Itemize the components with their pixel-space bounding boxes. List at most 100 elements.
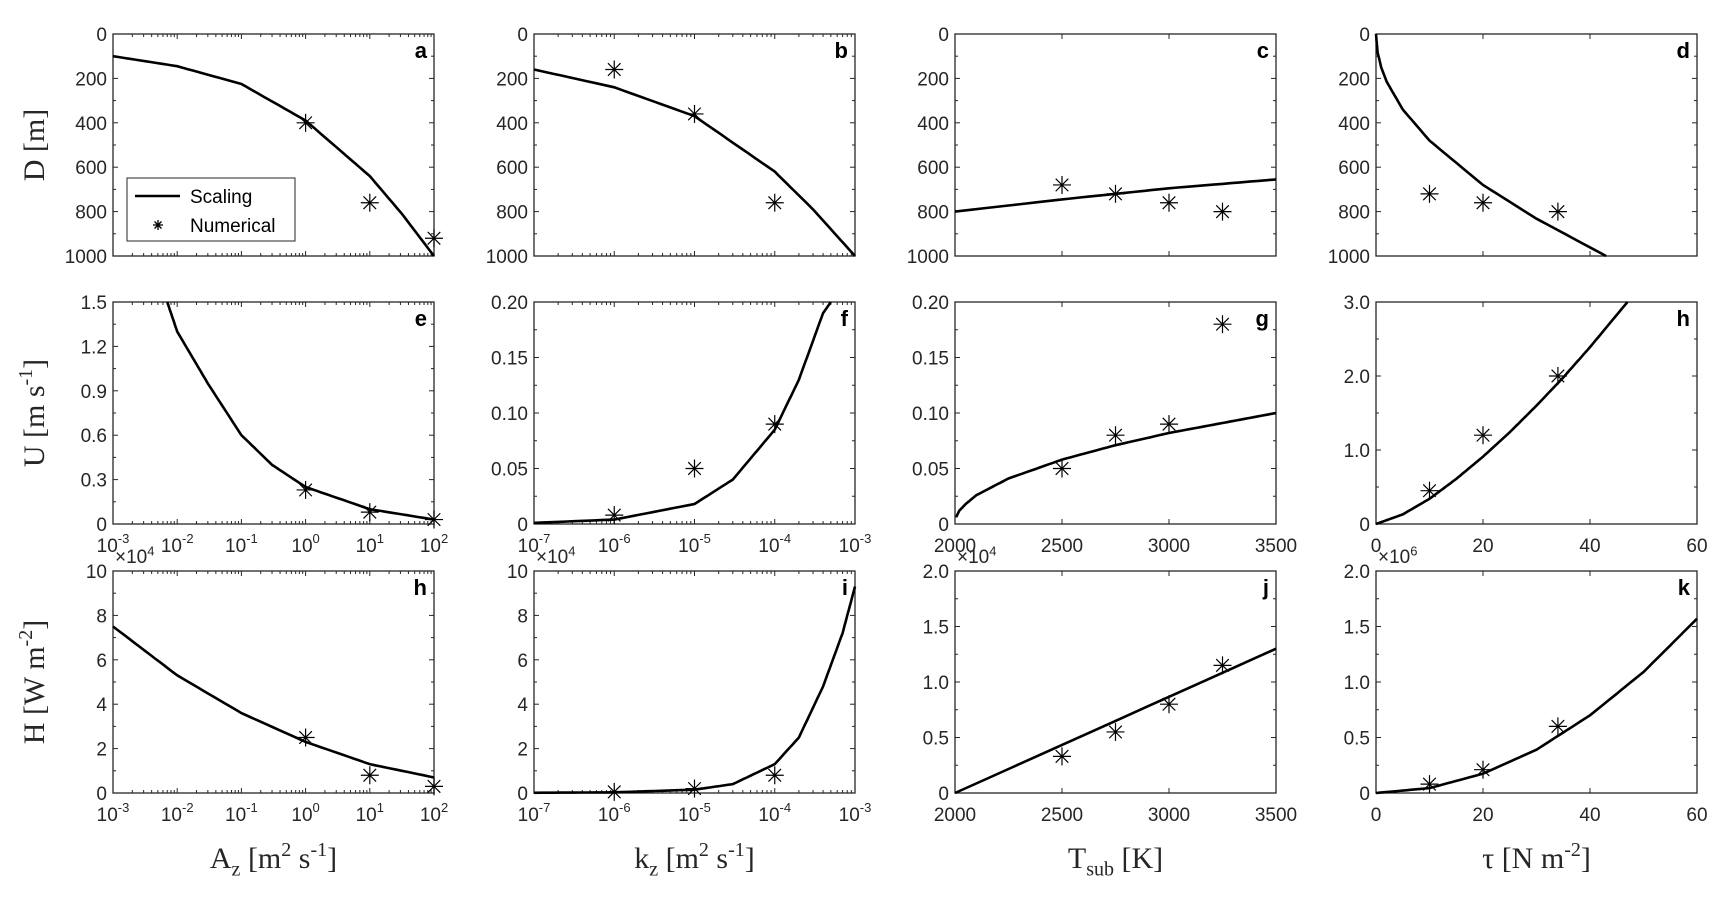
y-tick-label: 0 xyxy=(96,515,107,536)
numerical-point xyxy=(1420,184,1439,203)
x-tick-label: 10-3 xyxy=(97,800,130,826)
x-tick-label: 10-3 xyxy=(97,531,130,557)
numerical-point xyxy=(1053,175,1071,194)
x-tick-label: 3500 xyxy=(1255,536,1297,557)
y-tick-label: 0 xyxy=(517,25,528,46)
scaling-curve xyxy=(533,301,832,525)
numerical-point xyxy=(765,193,784,212)
y-tick-label: 800 xyxy=(496,203,528,224)
x-tick-label: 10-3 xyxy=(839,531,872,557)
scaling-curve xyxy=(954,411,1277,518)
y-tick-label: 4 xyxy=(517,695,528,716)
numerical-point xyxy=(685,104,704,123)
panel-e: 10-3 10-2 10-1 100 101 102 0 0.3 0.6 0.9 1.2 1.5 e xyxy=(81,293,449,557)
legend-numerical: Numerical xyxy=(190,216,276,237)
y-tick-label: 8 xyxy=(517,606,528,627)
panel-b: 0 200 400 600 800 1000 b xyxy=(486,25,856,268)
panel-h: 0 20 40 60 0 1.0 2.0 3.0 h xyxy=(1344,293,1708,557)
x-tick-label: 10-4 xyxy=(758,800,791,826)
x-tick-label: 10-2 xyxy=(161,800,194,826)
y-tick-label: 1.5 xyxy=(923,618,949,639)
numerical-point xyxy=(425,777,443,796)
panel-letter: f xyxy=(841,306,849,331)
panel-letter: h xyxy=(1677,306,1690,331)
y-axis-title: H [W m-2​] xyxy=(15,620,51,744)
y-multiplier: ×106​ xyxy=(1378,543,1417,568)
y-tick-label: 400 xyxy=(496,114,528,135)
x-tick-label: 10-7 xyxy=(518,531,551,557)
y-tick-label: 0 xyxy=(96,784,107,805)
panel-d: 0 200 400 600 800 1000 d xyxy=(1328,25,1698,268)
y-tick-label: 0.05 xyxy=(912,460,949,481)
y-tick-label: 3.0 xyxy=(1344,293,1370,314)
x-tick-label: 3000 xyxy=(1148,805,1190,826)
scaling-curve xyxy=(533,586,857,795)
numerical-point xyxy=(605,782,624,801)
y-tick-label: 0.15 xyxy=(912,349,949,370)
panel-k: 0 20 40 60 0 0.5 1.0 1.5 2.0 ×106​ k xyxy=(1344,543,1708,826)
y-tick-label: 0.10 xyxy=(491,404,528,425)
x-tick-label: 10-7 xyxy=(518,800,551,826)
y-tick-label: 0 xyxy=(517,515,528,536)
y-tick-label: 2 xyxy=(517,740,528,761)
x-tick-label: 10-3 xyxy=(839,800,872,826)
y-multiplier: ×104​ xyxy=(115,543,154,568)
y-tick-label: 0.5 xyxy=(1344,729,1370,750)
axes-box xyxy=(1375,570,1698,794)
numerical-point xyxy=(1160,193,1178,212)
y-tick-label: 0.20 xyxy=(912,293,949,314)
numerical-point xyxy=(360,193,379,212)
x-tick-label: 0 xyxy=(1371,805,1382,826)
panel-j: 2000 2500 3000 3500 0 0.5 1.0 1.5 2.0 ×104​ j xyxy=(923,543,1298,826)
numerical-point xyxy=(685,459,704,478)
y-tick-label: 600 xyxy=(496,158,528,179)
numerical-point xyxy=(1160,415,1178,434)
y-multiplier: ×104​ xyxy=(536,543,575,568)
numerical-point xyxy=(765,766,784,785)
y-tick-label: 1.5 xyxy=(81,293,107,314)
y-tick-label: 800 xyxy=(75,203,107,224)
y-tick-label: 600 xyxy=(1338,158,1370,179)
x-axis-title: Tsub​ [K] xyxy=(1068,842,1163,881)
x-tick-label: 102 xyxy=(420,800,448,826)
y-tick-label: 200 xyxy=(75,69,107,90)
y-tick-label: 2.0 xyxy=(923,562,949,583)
axes-box xyxy=(533,570,856,794)
x-tick-label: 10-4 xyxy=(758,531,791,557)
y-tick-label: 8 xyxy=(96,606,107,627)
x-tick-label: 2000 xyxy=(934,536,976,557)
x-tick-label: 60 xyxy=(1686,536,1707,557)
x-tick-label: 2500 xyxy=(1041,536,1083,557)
numerical-point xyxy=(1213,315,1232,334)
x-tick-label: 2500 xyxy=(1041,805,1083,826)
panel-h: 10-3 10-2 10-1 100 101 102 0 2 4 6 8 10 ×104​ h xyxy=(86,543,448,826)
x-tick-label: 100 xyxy=(291,531,319,557)
y-tick-label: 0 xyxy=(1359,784,1370,805)
y-tick-label: 0 xyxy=(938,784,949,805)
y-tick-label: 0 xyxy=(96,25,107,46)
x-tick-label: 20 xyxy=(1472,536,1493,557)
x-tick-label: 40 xyxy=(1579,536,1600,557)
numerical-point xyxy=(1213,202,1232,221)
numerical-point xyxy=(1106,426,1125,445)
numerical-point xyxy=(1420,481,1439,500)
y-tick-label: 400 xyxy=(1338,114,1370,135)
scaling-curve xyxy=(533,68,856,257)
legend-scaling: Scaling xyxy=(190,187,252,208)
numerical-point xyxy=(765,415,784,434)
numerical-point xyxy=(1548,717,1567,736)
panel-letter: e xyxy=(415,306,427,331)
panel-g: 2000 2500 3000 3500 0 0.05 0.10 0.15 0.20 g xyxy=(912,293,1297,557)
y-tick-label: 0 xyxy=(938,515,949,536)
x-tick-label: 101 xyxy=(356,800,384,826)
y-tick-label: 0 xyxy=(517,784,528,805)
legend-box xyxy=(126,177,296,242)
panel-letter: j xyxy=(1262,575,1269,600)
y-tick-label: 1.2 xyxy=(81,337,107,358)
y-tick-label: 1000 xyxy=(65,247,107,268)
axes-box xyxy=(1375,33,1698,257)
y-tick-label: 6 xyxy=(96,651,107,672)
axes-box xyxy=(954,301,1277,525)
x-tick-label: 101 xyxy=(356,531,384,557)
x-tick-label: 2000 xyxy=(934,805,976,826)
